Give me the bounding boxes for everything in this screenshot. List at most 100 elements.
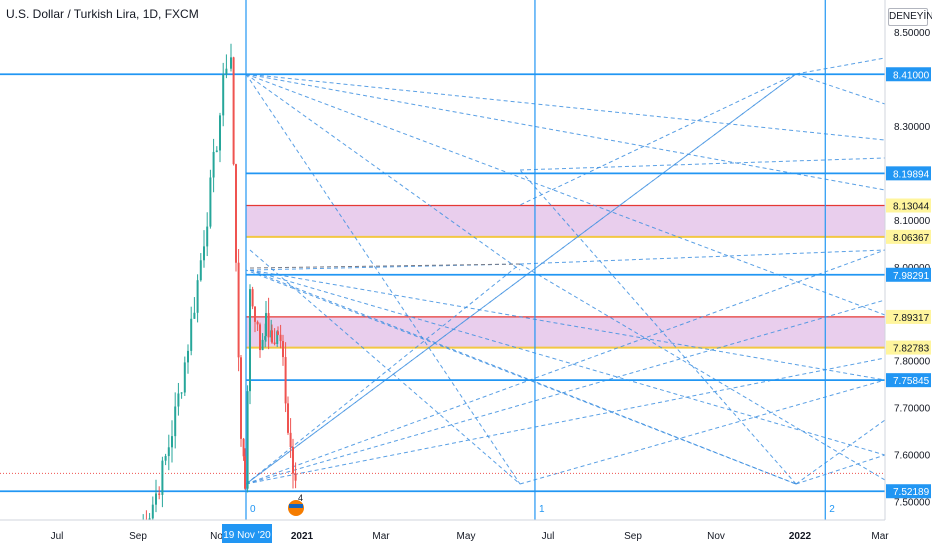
- candle-body: [190, 318, 193, 351]
- y-tick-label-2: 8.30000: [894, 122, 931, 133]
- candle-body: [196, 280, 199, 313]
- candle-body: [267, 313, 270, 338]
- fan-line-3: [245, 73, 886, 316]
- fan-line-22: [795, 454, 886, 485]
- fan-line-12: [245, 299, 886, 485]
- candle-body: [155, 493, 157, 505]
- y-tick-label-5: 7.80000: [894, 357, 931, 368]
- cursor-date-label: 19 Nov '20: [223, 530, 271, 541]
- x-tick-label-3: Nov: [210, 531, 228, 542]
- candle-body: [230, 57, 232, 69]
- fan-line-11: [245, 249, 886, 485]
- candle-body: [219, 115, 221, 151]
- candle-body: [174, 406, 177, 437]
- fan-line-5: [245, 73, 886, 141]
- price-label-4: 7.75845: [893, 376, 930, 387]
- fan-line-28: [249, 249, 521, 485]
- fan-line-25: [519, 263, 886, 481]
- fan-line-27: [245, 73, 521, 271]
- candle-body: [193, 312, 196, 319]
- candle-body: [187, 350, 189, 363]
- candle-body: [240, 357, 242, 439]
- candle-body: [222, 74, 225, 116]
- fan-line-20: [795, 419, 886, 485]
- price-label-3: 7.98291: [893, 271, 930, 282]
- price-label-bg-8: [886, 309, 931, 324]
- candle-body: [289, 432, 292, 448]
- candle-body: [294, 473, 297, 481]
- candle-body: [151, 504, 154, 519]
- candle-body: [180, 392, 183, 394]
- x-tick-label-11: Mar: [871, 531, 889, 542]
- fan-line-13: [245, 357, 886, 485]
- price-label-1: 8.41000: [893, 70, 930, 81]
- zone-2: [246, 316, 885, 348]
- x-tick-label-7: Jul: [542, 531, 555, 542]
- price-label-bg-4: [886, 373, 931, 388]
- candle-body: [276, 331, 279, 344]
- cycle-label-1: 1: [539, 504, 545, 515]
- price-label-bg-2: [886, 166, 931, 181]
- candle-body: [215, 150, 218, 152]
- cursor-date-bg: [222, 524, 272, 543]
- candle-body: [277, 331, 279, 335]
- price-label-bg-5: [886, 484, 931, 499]
- candle-body: [244, 456, 246, 489]
- chart-title: U.S. Dollar / Turkish Lira, 1D, FXCM: [6, 7, 199, 21]
- x-tick-label-6: May: [457, 531, 476, 542]
- price-label-7: 8.06367: [893, 233, 930, 244]
- candle-body: [242, 438, 245, 457]
- candle-body: [279, 334, 282, 342]
- x-tick-label-10: 2022: [789, 531, 812, 542]
- fan-line-15: [249, 263, 521, 271]
- fan-line-23: [519, 157, 886, 171]
- price-label-bg-7: [886, 229, 931, 244]
- candle-body: [265, 313, 267, 337]
- candle-body: [225, 68, 228, 75]
- candle-body: [183, 362, 186, 393]
- candle-body: [261, 339, 264, 351]
- candle-body: [259, 324, 261, 351]
- y-tick-label-3: 8.10000: [894, 216, 931, 227]
- y-tick-label-1: 8.50000: [894, 28, 931, 39]
- candle-body: [199, 260, 202, 281]
- flag-stripe-icon: [289, 504, 303, 508]
- candle-body: [282, 341, 284, 358]
- zone-1: [246, 205, 885, 237]
- mode-badge[interactable]: DENEYİN: [888, 8, 932, 26]
- price-label-bg-9: [886, 340, 931, 355]
- price-label-8: 7.89317: [893, 313, 930, 324]
- candle-body: [273, 342, 276, 344]
- time-axis-panel: [0, 520, 932, 550]
- candle-body: [158, 493, 161, 495]
- candle-body: [254, 306, 256, 322]
- fan-line-16: [249, 269, 886, 381]
- candle-body: [177, 393, 180, 407]
- candle-body: [271, 330, 273, 343]
- candle-body: [235, 164, 237, 263]
- fan-line-24: [519, 249, 886, 265]
- fan-line-4: [245, 73, 521, 485]
- candle-body: [171, 436, 173, 448]
- price-label-bg-3: [886, 267, 931, 282]
- y-tick-label-6: 7.70000: [894, 404, 931, 415]
- gray-dashed-line: [249, 263, 521, 269]
- fan-line-17: [249, 269, 886, 456]
- candle-body: [203, 246, 205, 261]
- x-tick-label-1: Jul: [51, 531, 64, 542]
- event-badge-count: 4: [298, 493, 303, 503]
- fan-line-2: [245, 73, 886, 191]
- candle-body: [246, 391, 249, 489]
- fan-line-14: [245, 263, 521, 485]
- candle-body: [292, 447, 294, 474]
- candle-body: [251, 289, 254, 307]
- candle-body: [256, 321, 259, 325]
- fan-line-9: [795, 57, 886, 75]
- candle-body: [164, 456, 167, 461]
- candle-body: [232, 57, 235, 165]
- candle-body: [287, 403, 289, 433]
- fan-line-21: [245, 269, 797, 485]
- fan-line-6: [795, 73, 886, 105]
- candle-body: [206, 226, 209, 247]
